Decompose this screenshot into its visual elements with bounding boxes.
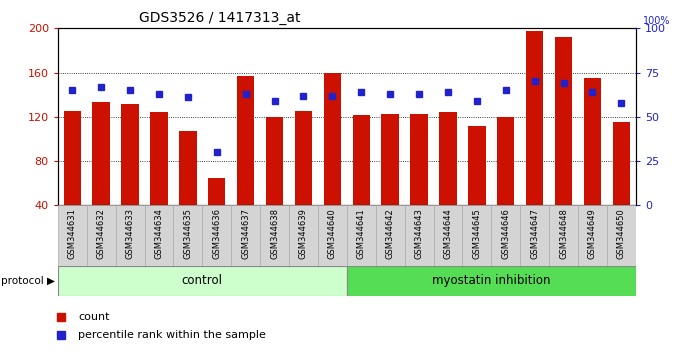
Bar (208, 178, 226, 205)
Bar (347, 266, 636, 296)
Bar (347, 205, 376, 266)
Text: myostatin inhibition: myostatin inhibition (432, 274, 551, 287)
Bar (469, 126, 486, 205)
Text: GSM344634: GSM344634 (154, 208, 163, 259)
Text: GSM344650: GSM344650 (617, 208, 626, 259)
Bar (260, 205, 289, 266)
Bar (376, 205, 405, 266)
Bar (92, 102, 110, 205)
Bar (411, 114, 428, 205)
Text: GSM344647: GSM344647 (530, 208, 539, 259)
Bar (318, 205, 347, 266)
Text: GSM344644: GSM344644 (443, 208, 452, 259)
Bar (203, 205, 231, 266)
Bar (549, 205, 578, 266)
Bar (144, 205, 173, 266)
Bar (526, 30, 543, 205)
Text: GSM344648: GSM344648 (559, 208, 568, 259)
Bar (64, 111, 81, 205)
Bar (58, 266, 347, 296)
Bar (520, 205, 549, 266)
Bar (87, 205, 116, 266)
Text: GSM344643: GSM344643 (415, 208, 424, 259)
Bar (289, 205, 318, 266)
Text: GSM344632: GSM344632 (97, 208, 105, 259)
Bar (231, 205, 260, 266)
Bar (434, 205, 462, 266)
Text: GSM344638: GSM344638 (270, 208, 279, 259)
Text: GSM344641: GSM344641 (357, 208, 366, 259)
Text: GSM344640: GSM344640 (328, 208, 337, 259)
Text: control: control (182, 274, 223, 287)
Bar (173, 205, 203, 266)
Bar (237, 76, 254, 205)
Bar (58, 205, 87, 266)
Text: GSM344639: GSM344639 (299, 208, 308, 259)
Bar (381, 114, 398, 205)
Text: GSM344633: GSM344633 (126, 208, 135, 259)
Bar (613, 122, 630, 205)
Text: GSM344637: GSM344637 (241, 208, 250, 259)
Bar (584, 78, 601, 205)
Bar (180, 131, 197, 205)
Bar (405, 205, 434, 266)
Text: GSM344645: GSM344645 (473, 208, 481, 259)
Bar (324, 73, 341, 205)
Text: percentile rank within the sample: percentile rank within the sample (78, 330, 266, 339)
Bar (295, 111, 312, 205)
Text: GSM344631: GSM344631 (68, 208, 77, 259)
Text: GSM344635: GSM344635 (184, 208, 192, 259)
Bar (497, 117, 515, 205)
Bar (492, 205, 520, 266)
Bar (353, 115, 370, 205)
Bar (266, 117, 284, 205)
Bar (122, 104, 139, 205)
Text: GSM344646: GSM344646 (501, 208, 510, 259)
Text: GSM344649: GSM344649 (588, 208, 597, 259)
Bar (150, 113, 168, 205)
Bar (439, 113, 457, 205)
Bar (462, 205, 492, 266)
Text: protocol ▶: protocol ▶ (1, 275, 54, 286)
Bar (607, 205, 636, 266)
Bar (578, 205, 607, 266)
Text: GSM344636: GSM344636 (212, 208, 221, 259)
Text: 100%: 100% (643, 16, 670, 25)
Bar (555, 37, 573, 205)
Bar (116, 205, 144, 266)
Text: GSM344642: GSM344642 (386, 208, 394, 259)
Text: GDS3526 / 1417313_at: GDS3526 / 1417313_at (139, 11, 301, 25)
Text: count: count (78, 312, 109, 322)
